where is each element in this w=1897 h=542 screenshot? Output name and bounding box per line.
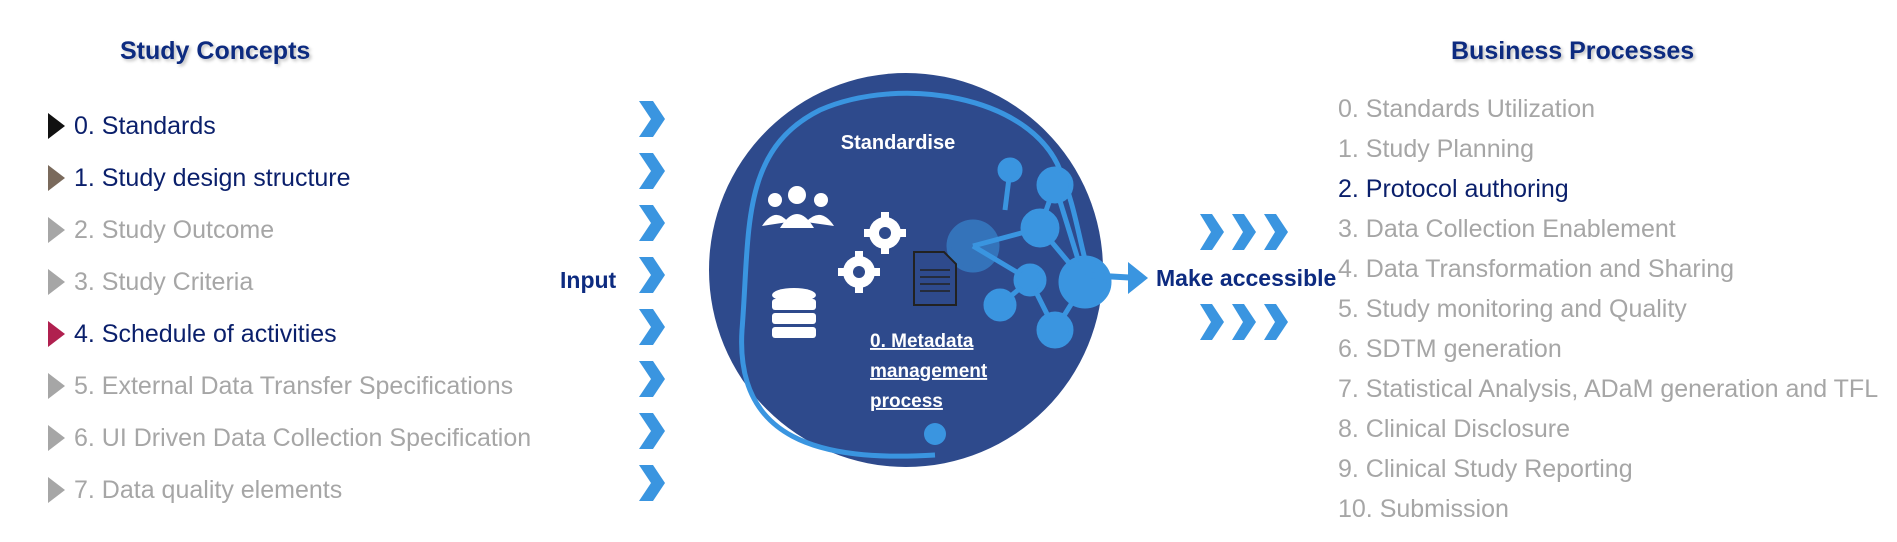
process-item-1: 1. Study Planning — [1338, 134, 1534, 163]
network-icon — [946, 157, 1112, 349]
concept-label: 4. Schedule of activities — [74, 319, 337, 348]
document-icon — [913, 251, 957, 306]
concept-label: 6. UI Driven Data Collection Specificati… — [74, 423, 532, 452]
chevron-right-icon — [639, 309, 665, 345]
hub-process-line: process — [870, 391, 943, 412]
concept-item-6: 6. UI Driven Data Collection Specificati… — [48, 412, 531, 464]
process-item-9: 9. Clinical Study Reporting — [1338, 454, 1633, 483]
database-icon — [772, 288, 816, 338]
concept-marker — [48, 425, 65, 451]
study-concepts-list: 0. Standards 1. Study design structure 2… — [48, 100, 531, 516]
process-item-6: 6. SDTM generation — [1338, 334, 1562, 363]
output-arrow-head — [1128, 262, 1148, 294]
concept-label: 5. External Data Transfer Specifications — [74, 371, 514, 400]
concept-item-3: 3. Study Criteria — [48, 256, 531, 308]
concept-marker — [48, 165, 65, 191]
process-item-8: 8. Clinical Disclosure — [1338, 414, 1571, 443]
make-accessible-label: Make accessible — [1156, 265, 1337, 291]
gears-icon — [838, 212, 906, 293]
chevron-right-icon — [639, 413, 665, 449]
study-concepts-heading: Study Concepts — [120, 37, 311, 65]
chevron-right-icon — [639, 205, 665, 241]
concept-marker — [48, 477, 65, 503]
concept-marker — [48, 269, 65, 295]
concept-item-0: 0. Standards — [48, 100, 531, 152]
process-item-5: 5. Study monitoring and Quality — [1338, 294, 1687, 323]
output-chevrons-top — [1200, 214, 1288, 250]
concept-label: 1. Study design structure — [74, 163, 351, 192]
concept-item-1: 1. Study design structure — [48, 152, 531, 204]
concept-item-5: 5. External Data Transfer Specifications — [48, 360, 531, 412]
input-label: Input — [560, 267, 617, 293]
flow-line-end — [924, 423, 946, 445]
hub-title: Standardise — [841, 132, 955, 154]
process-item-7: 7. Statistical Analysis, ADaM generation… — [1338, 374, 1879, 403]
hub-process-line: 0. Metadata — [870, 331, 974, 352]
chevron-right-icon — [1232, 304, 1256, 340]
output-chevrons-bottom — [1200, 304, 1288, 340]
concept-item-2: 2. Study Outcome — [48, 204, 531, 256]
concept-item-4: 4. Schedule of activities — [48, 308, 531, 360]
chevron-right-icon — [639, 465, 665, 501]
concept-label: 0. Standards — [74, 111, 216, 140]
chevron-right-icon — [1264, 304, 1288, 340]
hub-process-line: management — [870, 361, 988, 382]
chevron-right-icon — [1264, 214, 1288, 250]
process-item-4: 4. Data Transformation and Sharing — [1338, 254, 1735, 283]
process-item-10: 10. Submission — [1338, 494, 1509, 523]
concept-marker — [48, 373, 65, 399]
concept-marker — [48, 217, 65, 243]
concept-item-7: 7. Data quality elements — [48, 464, 531, 516]
chevron-right-icon — [1200, 304, 1224, 340]
chevron-right-icon — [639, 361, 665, 397]
process-item-2: 2. Protocol authoring — [1338, 174, 1569, 203]
chevron-right-icon — [639, 257, 665, 293]
hub-process-label: 0. Metadata management process — [870, 331, 988, 412]
process-item-0: 0. Standards Utilization — [1338, 94, 1596, 123]
concept-label: 2. Study Outcome — [74, 215, 275, 244]
chevron-right-icon — [639, 153, 665, 189]
concept-marker — [48, 321, 65, 347]
process-item-3: 3. Data Collection Enablement — [1338, 214, 1676, 243]
chevron-right-icon — [1232, 214, 1256, 250]
business-processes-heading: Business Processes — [1451, 37, 1695, 65]
business-processes-list: 0. Standards Utilization 1. Study Planni… — [1338, 89, 1878, 529]
chevron-right-icon — [639, 101, 665, 137]
people-icon — [762, 186, 834, 228]
concept-marker — [48, 113, 65, 139]
chevron-right-icon — [1200, 214, 1224, 250]
concept-label: 3. Study Criteria — [74, 267, 254, 296]
concept-label: 7. Data quality elements — [74, 475, 343, 504]
